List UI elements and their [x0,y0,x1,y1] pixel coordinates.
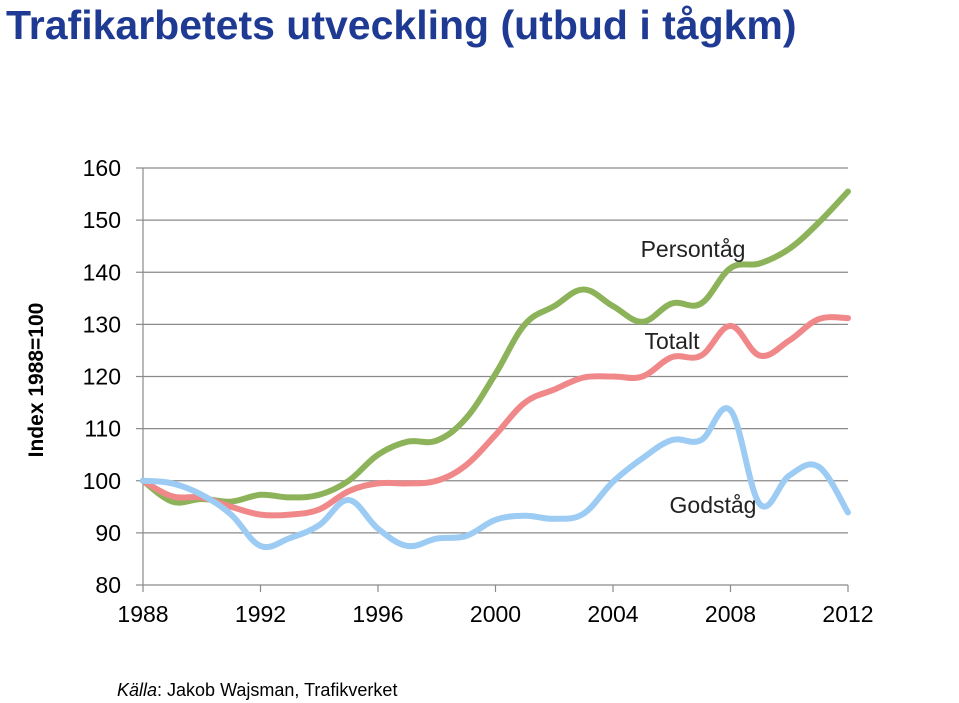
source-text: : Jakob Wajsman, Trafikverket [157,680,398,700]
x-tick-label-1992: 1992 [235,601,286,627]
y-tick-label-80: 80 [95,572,121,598]
x-tick-label-2004: 2004 [587,601,638,627]
y-tick-label-110: 110 [84,416,121,442]
series-line-totalt [140,314,851,519]
x-tick-labels: 1988 1992 1996 2000 2004 2008 2012 [117,601,873,627]
series-label-persontag: Persontåg [641,236,746,262]
y-tick-label-100: 100 [83,468,121,494]
gridlines [143,167,848,534]
source-note: Källa: Jakob Wajsman, Trafikverket [117,680,397,701]
series-line-godstag [140,405,851,550]
x-tick-label-1996: 1996 [352,601,403,627]
y-tick-label-130: 130 [83,311,121,337]
series-label-godstag: Godståg [670,492,757,518]
series-label-totalt: Totalt [645,328,701,354]
y-tick-label-120: 120 [83,364,121,390]
series-line-persontag [140,188,851,506]
x-tick-label-2000: 2000 [470,601,521,627]
x-tick-label-1988: 1988 [117,601,168,627]
source-label: Källa [117,680,158,700]
series-labels: Persontåg Totalt Godståg [641,236,757,518]
y-tick-label-90: 90 [95,520,121,546]
x-tick-label-2008: 2008 [705,601,756,627]
x-tick-label-2012: 2012 [822,601,873,627]
chart-title: Trafikarbetets utveckling (utbud i tågkm… [6,2,797,48]
y-tick-label-150: 150 [83,207,121,233]
y-tick-label-160: 160 [83,155,121,181]
y-tick-labels: 80 90 100 110 120 130 140 150 160 [83,155,121,598]
y-tick-label-140: 140 [83,259,121,285]
series-lines [140,188,851,550]
